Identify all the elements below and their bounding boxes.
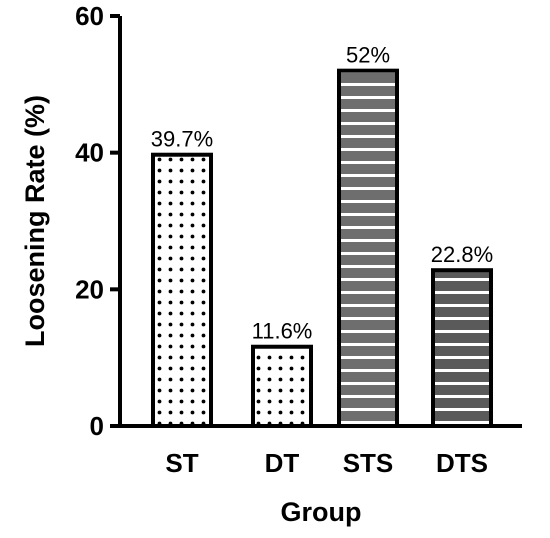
data-label-dts: 22.8% [431, 242, 493, 267]
data-label-sts: 52% [346, 43, 390, 68]
x-axis-tick-labels: ST DT STS DTS [165, 448, 488, 478]
y-tick-label-20: 20 [75, 274, 104, 304]
x-tick-label-dt: DT [265, 448, 300, 478]
bar-st [151, 152, 213, 428]
bar-dt [251, 344, 313, 429]
y-axis-ticks: 0 20 40 60 [75, 1, 120, 441]
bar-sts [337, 68, 399, 429]
x-axis-title: Group [281, 497, 362, 527]
x-tick-label-sts: STS [343, 448, 394, 478]
x-tick-label-dts: DTS [436, 448, 488, 478]
y-tick-label-60: 60 [75, 1, 104, 31]
y-tick-label-40: 40 [75, 138, 104, 168]
data-labels: 39.7% 11.6% 52% 22.8% [151, 43, 493, 344]
x-tick-label-st: ST [165, 448, 198, 478]
y-axis-title: Loosening Rate (%) [20, 95, 50, 347]
bars [151, 68, 493, 429]
data-label-dt: 11.6% [252, 319, 313, 344]
y-tick-label-0: 0 [90, 411, 104, 441]
bar-dts [431, 268, 493, 429]
data-label-st: 39.7% [151, 127, 213, 152]
